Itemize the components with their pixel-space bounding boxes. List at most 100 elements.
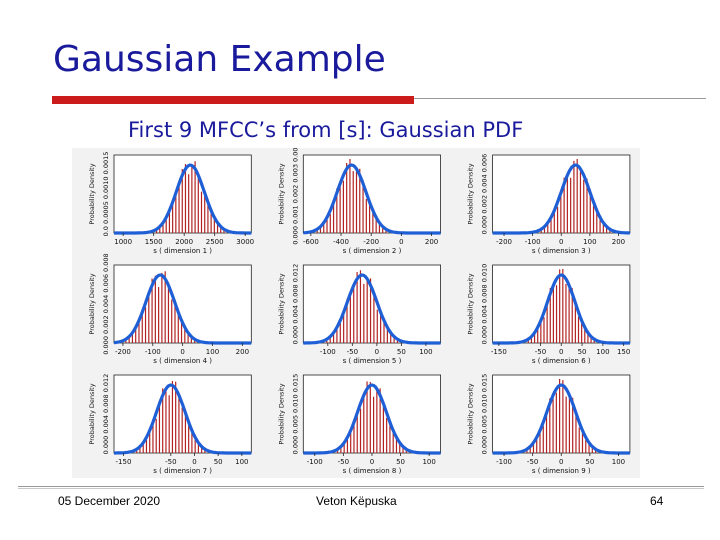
y-axis-label: Probability Density [467, 163, 475, 224]
x-tick-label: 1500 [145, 238, 163, 246]
gaussian-curve [113, 273, 252, 345]
plot-panel-2: -600 -400 -200 0 200 s ( dimension 2 ) 0.000 0… [277, 148, 442, 255]
x-tick-label: -100 [525, 238, 541, 246]
plot-panel-9: -100 -50 0 50 100 s ( dimension 9 ) 0.000 0.00… [467, 374, 631, 475]
gaussian-curve [303, 383, 441, 455]
x-tick-label: -400 [333, 238, 349, 246]
plot-frame [302, 264, 442, 344]
x-tick-label: -150 [116, 458, 132, 466]
x-tick-label: 200 [425, 238, 438, 246]
x-tick-label: -100 [307, 458, 323, 466]
title-rule-line [414, 98, 706, 99]
x-tick-label: 100 [206, 348, 219, 356]
y-tick-labels: 0.000 0.004 0.008 0.012 [291, 264, 299, 345]
y-axis-label: Probability Density [88, 383, 96, 444]
x-tick-label: 0 [370, 458, 374, 466]
x-tick-label: 2500 [206, 238, 224, 246]
x-tick-label: 0 [375, 348, 379, 356]
x-tick-label: -50 [338, 458, 349, 466]
plot-frame [113, 264, 252, 344]
x-tick-label: 2000 [175, 238, 193, 246]
x-tick-label: -600 [303, 238, 319, 246]
x-tick-label: 1000 [114, 238, 132, 246]
x-tick-label: -200 [363, 238, 379, 246]
slide-title: Gaussian Example [53, 39, 386, 80]
x-tick-label: 0 [559, 458, 563, 466]
x-axis-label: s ( dimension 2 ) [343, 247, 402, 255]
x-tick-label: -50 [535, 348, 546, 356]
plot-frame [302, 374, 442, 454]
plot-panel-7: -150 -50 0 50 100 s ( dimension 7 ) 0.000 0.00… [88, 374, 252, 475]
y-axis-label: Probability Density [467, 273, 475, 334]
y-tick-labels: 0.000 0.002 0.004 0.006 [481, 154, 489, 235]
x-axis-label: s ( dimension 4 ) [153, 357, 212, 365]
title-accent-bar [52, 96, 414, 104]
x-tick-label: 100 [583, 238, 596, 246]
x-axis-label: s ( dimension 9 ) [532, 467, 591, 475]
y-axis-label: Probability Density [277, 383, 285, 444]
x-tick-label: 50 [214, 458, 223, 466]
plot-panel-6: -150 -50 0 50 100 150 s ( dimension 6 ) 0.000 0… [467, 264, 631, 365]
gaussian-curve [492, 163, 630, 235]
x-axis-label: s ( dimension 6 ) [532, 357, 591, 365]
gaussian-curve [303, 163, 441, 235]
plot-frame [492, 264, 631, 344]
plot-panel-4: -200 -100 0 100 200 s ( dimension 4 ) 0.000 0.… [88, 253, 252, 365]
gaussian-curve [114, 163, 252, 235]
x-axis-label: s ( dimension 3 ) [532, 247, 591, 255]
footer-rule-secondary [18, 488, 704, 489]
y-axis-label: Probability Density [277, 273, 285, 334]
x-axis-label: s ( dimension 7 ) [153, 467, 212, 475]
footer-author: Veton Këpuska [316, 494, 397, 508]
x-tick-label: 100 [422, 458, 435, 466]
x-tick-label: -50 [165, 458, 176, 466]
x-tick-label: 0 [192, 458, 196, 466]
y-axis-label: Probability Density [467, 383, 475, 444]
x-tick-label: 100 [419, 348, 432, 356]
footer-page-number: 64 [650, 494, 664, 508]
y-tick-labels: 0.000 0.005 0.010 0.015 [481, 374, 489, 455]
x-tick-label: -50 [347, 348, 358, 356]
gaussian-curve [492, 273, 630, 345]
x-tick-label: 0 [559, 348, 563, 356]
y-tick-labels: 0.000 0.004 0.008 0.010 [481, 264, 489, 345]
x-tick-label: 0 [180, 348, 184, 356]
gaussian-curve [492, 383, 630, 455]
x-tick-label: 0 [559, 238, 563, 246]
x-tick-label: -50 [527, 458, 538, 466]
x-tick-label: 50 [585, 458, 594, 466]
y-tick-labels: 0.0 0.0005 0.0010 0.0015 [102, 152, 110, 237]
x-tick-label: 50 [396, 458, 405, 466]
x-axis-label: s ( dimension 5 ) [343, 357, 402, 365]
y-axis-label: Probability Density [277, 163, 285, 224]
slide-subtitle: First 9 MFCC’s from [s]: Gaussian PDF [128, 118, 524, 142]
x-tick-label: 100 [235, 458, 248, 466]
gaussian-curve [114, 383, 252, 455]
y-axis-label: Probability Density [88, 273, 96, 334]
plot-frame [492, 374, 631, 454]
plot-panel-8: -100 -50 0 50 100 s ( dimension 8 ) 0.000 0.00… [277, 374, 442, 475]
x-tick-label: 50 [578, 348, 587, 356]
plot-panel-1: 1000 1500 2000 2500 3000 s ( dimension 1 ) 0.0… [88, 152, 254, 255]
y-tick-labels: 0.000 0.004 0.008 0.012 [102, 374, 110, 455]
y-tick-labels: 0.000 0.005 0.010 0.015 [291, 374, 299, 455]
y-axis-label: Probability Density [88, 163, 96, 224]
x-tick-label: 150 [617, 348, 630, 356]
y-tick-labels: 0.000 0.002 0.004 0.006 0.008 [102, 253, 110, 354]
x-tick-label: 50 [397, 348, 406, 356]
y-tick-labels: 0.000 0.001 0.002 0.003 0.004 [291, 148, 299, 245]
x-tick-label: -100 [320, 348, 336, 356]
footer-rule [18, 486, 704, 487]
x-tick-label: 200 [236, 348, 249, 356]
x-tick-label: -100 [496, 458, 512, 466]
plot-panel-3: -200 -100 0 100 200 s ( dimension 3 ) 0.000 0.… [467, 154, 631, 255]
plot-panel-5: -100 -50 0 50 100 s ( dimension 5 ) 0.000 0.00… [277, 264, 442, 365]
x-tick-label: 200 [612, 238, 625, 246]
x-tick-label: -200 [115, 348, 131, 356]
x-tick-label: 0 [399, 238, 403, 246]
x-tick-label: -100 [145, 348, 161, 356]
x-tick-label: -200 [496, 238, 512, 246]
gaussian-curve [303, 273, 441, 345]
x-tick-label: 100 [612, 458, 625, 466]
